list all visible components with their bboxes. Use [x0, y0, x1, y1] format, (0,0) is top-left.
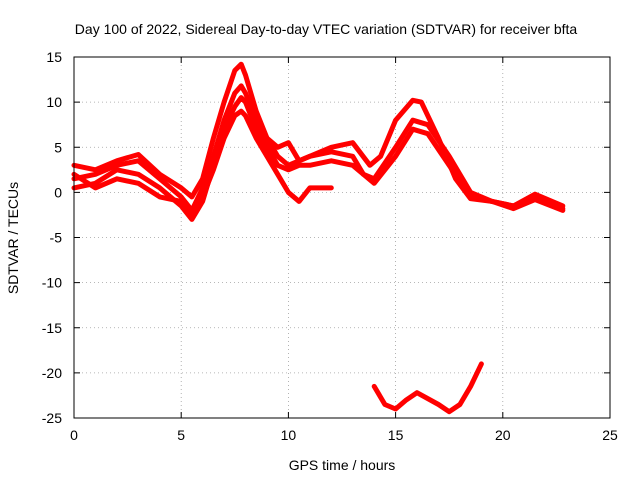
- y-tick-label: -5: [50, 230, 63, 246]
- y-tick-label: 5: [54, 139, 62, 155]
- x-tick-label: 5: [177, 427, 185, 443]
- y-axis-label: SDTVAR / TECUs: [5, 182, 21, 294]
- y-tick-label: 10: [46, 94, 62, 110]
- y-tick-label: -20: [42, 365, 62, 381]
- y-tick-label: -15: [42, 320, 62, 336]
- x-tick-label: 0: [70, 427, 78, 443]
- x-tick-label: 10: [281, 427, 297, 443]
- series-group: [71, 61, 566, 415]
- y-tick-label: 15: [46, 49, 62, 65]
- y-axis: -25 -20 -15 -10 -5 0 5 10 15: [42, 49, 610, 426]
- y-tick-label: -25: [42, 410, 62, 426]
- series-line-trace-2: [71, 83, 566, 213]
- y-tick-label: 0: [54, 184, 62, 200]
- x-tick-label: 25: [602, 427, 618, 443]
- x-tick-label: 20: [495, 427, 511, 443]
- series-line-trace-3: [71, 95, 566, 222]
- series-line-trace-5: [371, 361, 484, 415]
- x-axis: 0 5 10 15 20 25: [70, 57, 618, 443]
- x-tick-label: 15: [388, 427, 404, 443]
- y-tick-label: -10: [42, 275, 62, 291]
- x-axis-label: GPS time / hours: [289, 457, 396, 473]
- chart-title: Day 100 of 2022, Sidereal Day-to-day VTE…: [75, 21, 578, 37]
- series-line-trace-4: [71, 108, 334, 218]
